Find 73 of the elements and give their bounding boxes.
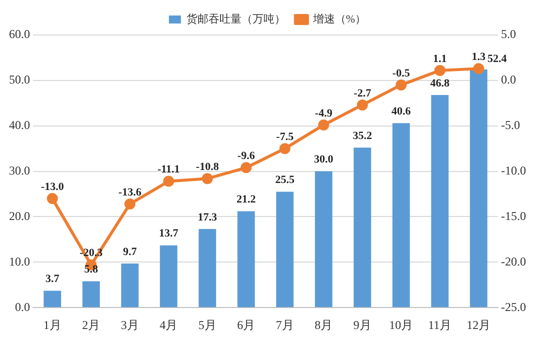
point bbox=[163, 176, 174, 187]
data-label: -13.6 bbox=[118, 186, 142, 198]
y-tick-label: 20.0 bbox=[9, 208, 30, 223]
bar bbox=[314, 171, 332, 308]
bar bbox=[237, 211, 255, 308]
bar bbox=[121, 264, 139, 308]
bar bbox=[470, 70, 488, 308]
x-tick-label: 8月 bbox=[314, 318, 333, 332]
data-label: 21.2 bbox=[236, 194, 256, 206]
data-label: 40.6 bbox=[392, 105, 412, 118]
y2-tick-label: 0.0 bbox=[501, 72, 516, 87]
bar bbox=[160, 245, 178, 308]
legend-label: 增速（%） bbox=[312, 12, 366, 26]
bar bbox=[198, 229, 216, 308]
data-label: 17.3 bbox=[198, 211, 218, 224]
x-tick-label: 12月 bbox=[466, 318, 491, 332]
bar bbox=[392, 123, 410, 308]
point bbox=[473, 63, 484, 74]
x-tick-label: 4月 bbox=[160, 318, 178, 332]
point bbox=[124, 198, 136, 210]
y-tick-label: 0.0 bbox=[15, 300, 30, 314]
x-tick-label: 10月 bbox=[389, 318, 414, 332]
point bbox=[46, 193, 58, 204]
x-tick-label: 6月 bbox=[237, 318, 256, 332]
y-tick-label: 40.0 bbox=[9, 118, 30, 132]
y2-tick-label: -15.0 bbox=[501, 208, 526, 223]
point bbox=[356, 99, 368, 110]
point bbox=[279, 143, 290, 154]
data-label: -13.0 bbox=[40, 180, 64, 193]
bar bbox=[82, 281, 100, 308]
data-label: 1.1 bbox=[433, 52, 447, 65]
data-label: -9.6 bbox=[237, 150, 256, 162]
data-label: 35.2 bbox=[352, 130, 373, 142]
data-label: 46.8 bbox=[430, 77, 450, 90]
data-label: 25.5 bbox=[275, 174, 295, 186]
data-label: 13.7 bbox=[159, 228, 179, 240]
legend-label: 货邮吞吐量（万吨） bbox=[186, 12, 286, 26]
point bbox=[240, 162, 252, 174]
point bbox=[318, 119, 330, 130]
y2-tick-label: -20.0 bbox=[501, 254, 526, 268]
x-tick-label: 5月 bbox=[198, 318, 216, 332]
y-tick-label: 60.0 bbox=[9, 27, 30, 42]
data-label: 30.0 bbox=[314, 154, 334, 166]
data-label: -4.9 bbox=[314, 107, 333, 120]
x-tick-label: 7月 bbox=[276, 318, 294, 332]
data-label: -0.5 bbox=[392, 67, 410, 80]
data-label: -7.5 bbox=[276, 130, 294, 143]
bar bbox=[276, 192, 294, 308]
data-label: 3.7 bbox=[46, 273, 60, 286]
y2-tick-label: 5.0 bbox=[501, 27, 516, 42]
y2-tick-label: -5.0 bbox=[501, 118, 520, 132]
x-tick-label: 3月 bbox=[120, 318, 139, 332]
data-label: 1.3 bbox=[472, 50, 486, 63]
bar bbox=[431, 94, 449, 308]
x-tick-label: 11月 bbox=[428, 318, 452, 332]
y-tick-label: 30.0 bbox=[9, 163, 30, 178]
y2-tick-label: -25.0 bbox=[501, 300, 526, 314]
data-label: -10.8 bbox=[196, 160, 220, 173]
bar bbox=[44, 290, 62, 308]
y2-tick-label: -10.0 bbox=[501, 163, 526, 178]
y-tick-label: 10.0 bbox=[9, 254, 30, 268]
x-tick-label: 1月 bbox=[43, 318, 62, 332]
data-label: 9.7 bbox=[123, 246, 138, 258]
data-label: 52.4 bbox=[488, 52, 508, 65]
y-tick-label: 50.0 bbox=[9, 72, 30, 87]
point bbox=[434, 64, 446, 76]
x-tick-label: 9月 bbox=[353, 318, 372, 332]
data-label: -2.7 bbox=[354, 87, 372, 100]
bar bbox=[354, 148, 372, 308]
point bbox=[396, 79, 407, 90]
x-tick-label: 2月 bbox=[82, 318, 100, 332]
data-label: -11.1 bbox=[157, 164, 180, 176]
point bbox=[202, 173, 213, 184]
